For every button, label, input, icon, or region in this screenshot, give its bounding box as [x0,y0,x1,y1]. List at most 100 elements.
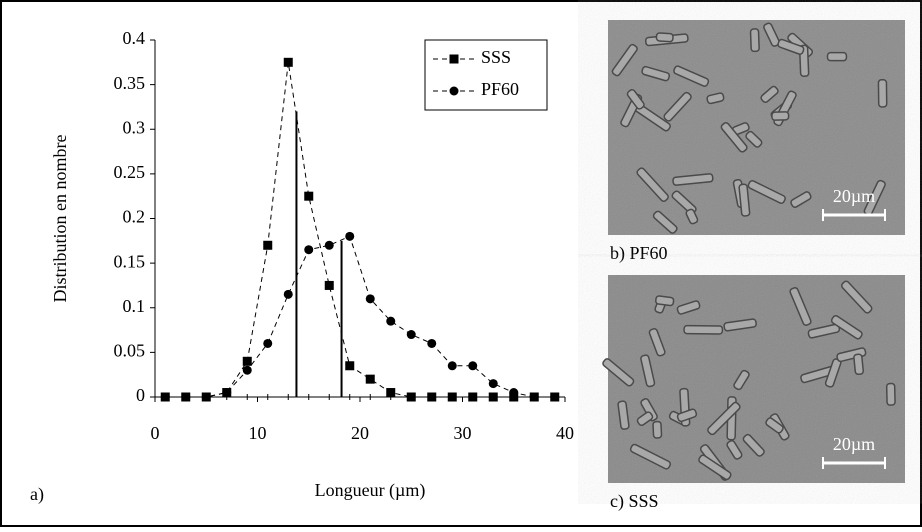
marker [263,338,273,348]
y-tick-label: 0.05 [114,341,146,361]
micrograph-texture [608,20,905,235]
crystal [655,32,674,43]
marker [263,240,273,250]
y-tick-label: 0.35 [114,73,146,93]
crystal [636,167,669,202]
marker [345,231,355,241]
marker [529,392,539,402]
y-tick-label: 0.3 [123,117,146,137]
scale-label: 20µm [833,186,875,206]
crystal [648,328,666,357]
marker [324,280,334,290]
crystal [640,354,656,388]
crystal [629,443,672,470]
marker [345,361,355,371]
series-line [165,235,555,398]
crystal [683,324,724,335]
crystal [636,411,654,427]
crystal [738,183,751,217]
crystal [789,287,812,326]
marker [242,356,252,366]
x-axis-label: Longueur (µm) [315,480,426,501]
crystal [749,28,760,53]
crystal [877,79,888,108]
crystal [706,92,725,105]
crystal [611,43,638,77]
crystal [617,400,630,430]
x-tick-label: 40 [556,423,574,443]
marker [222,388,232,398]
marker [447,361,457,371]
marker [181,392,191,402]
marker [242,365,252,375]
crystal [672,173,714,186]
crystal [733,369,750,391]
marker [550,392,560,402]
crystal [830,315,863,340]
y-tick-label: 0.1 [123,296,146,316]
marker [386,316,396,326]
marker [427,392,437,402]
crystal [698,454,732,481]
crystal [655,295,675,307]
crystal [640,398,658,422]
marker [324,240,334,250]
photos: 20µm b) PF60 20µm c) SSS [602,20,905,512]
crystal [745,130,763,148]
y-tick-label: 0.15 [114,251,146,271]
y-tick-label: 0.4 [123,28,146,48]
crystal [836,347,867,363]
marker [468,361,478,371]
x-tick-label: 20 [351,423,369,443]
marker [468,392,478,402]
y-axis-label: Distribution en nombre [50,135,70,303]
photo-caption: b) PF60 [610,243,668,264]
legend-marker [449,86,459,96]
marker [406,392,416,402]
y-tick-label: 0.2 [123,207,146,227]
crystal [652,420,663,439]
crystal [707,401,741,436]
crystal [790,191,812,208]
crystal [765,417,784,434]
marker [304,191,314,201]
crystal [641,65,671,82]
panel-label: a) [30,484,44,505]
crystal [826,51,848,62]
x-tick-label: 0 [151,423,160,443]
legend-label: SSS [481,47,511,67]
marker [488,379,498,389]
crystal [676,408,698,423]
crystal [760,85,779,104]
marker [406,330,416,340]
marker [386,388,396,398]
crystal [771,111,790,121]
marker [447,392,457,402]
crystal [885,382,896,406]
legend-label: PF60 [481,79,519,99]
crystal [763,22,781,47]
crystal [673,65,710,87]
crystal [726,439,743,460]
marker [283,289,293,299]
marker [283,57,293,67]
marker [488,392,498,402]
marker [365,374,375,384]
legend-box [424,39,548,111]
x-tick-label: 10 [249,423,267,443]
crystal [652,210,678,234]
y-tick-label: 0 [136,385,145,405]
marker [509,388,519,398]
crystal [723,318,757,332]
crystal [840,280,873,314]
crystal [626,89,645,110]
marker [304,245,314,255]
marker [365,294,375,304]
x-tick-label: 30 [454,423,472,443]
marker [201,392,211,402]
crystal [676,300,701,315]
crystal [720,122,748,153]
crystal [747,179,786,204]
legend-marker [449,54,459,64]
y-tick-label: 0.25 [114,162,146,182]
